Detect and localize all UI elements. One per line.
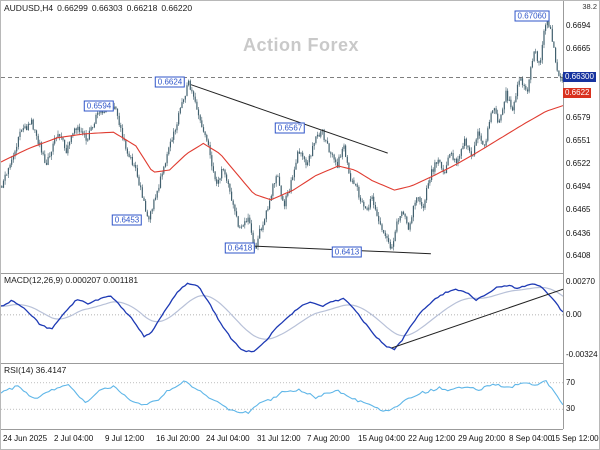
swing-price-tag[interactable]: 0.6567	[274, 122, 306, 134]
macd-pane[interactable]	[1, 273, 563, 363]
macd-axis-label[interactable]: 0.00	[566, 309, 582, 319]
moving-average-line[interactable]	[1, 105, 563, 201]
macd-indicator-label: MACD(12,26,9) 0.000207 0.001181	[4, 275, 139, 285]
macd-axis-label[interactable]: -0.00324	[566, 349, 598, 359]
price-axis-label[interactable]: 0.6694	[566, 20, 591, 30]
price-axis-label[interactable]: 0.6408	[566, 251, 591, 261]
pane-separator-macd[interactable]	[1, 273, 563, 274]
swing-price-tag[interactable]: 0.6413	[331, 246, 363, 258]
time-axis-label[interactable]: 22 Aug 12:00	[408, 434, 456, 443]
price-pane[interactable]	[1, 1, 563, 273]
watermark: Action Forex	[242, 35, 360, 55]
swing-price-tag[interactable]: 0.6594	[83, 100, 115, 112]
price-axis-label[interactable]: 0.6665	[566, 44, 591, 54]
time-axis-label[interactable]: 15 Aug 04:00	[358, 434, 406, 443]
price-axis-label[interactable]: 0.6522	[566, 159, 591, 169]
price-axis-separator	[563, 1, 564, 429]
time-axis-label[interactable]: 7 Aug 20:00	[307, 434, 350, 443]
time-axis-label[interactable]: 16 Jul 20:00	[156, 434, 200, 443]
price-axis-label[interactable]: 0.6465	[566, 205, 591, 215]
symbol-label: AUDUSD,H4	[4, 3, 54, 13]
trendline[interactable]	[190, 84, 388, 154]
macd-main-line	[1, 282, 563, 353]
time-axis-label[interactable]: 31 Jul 12:00	[257, 434, 301, 443]
rsi-line	[1, 379, 563, 415]
rsi-axis-label[interactable]: 70	[566, 377, 575, 387]
time-axis-label[interactable]: 29 Aug 20:00	[458, 434, 506, 443]
price-axis-label[interactable]: 0.6551	[566, 136, 591, 146]
swing-price-tag[interactable]: 0.6624	[154, 76, 186, 88]
rsi-indicator-label: RSI(14) 36.4147	[4, 365, 67, 375]
time-axis-label[interactable]: 8 Sep 04:00	[509, 434, 553, 443]
high-value: 0.66303	[91, 3, 123, 13]
chart-header: AUDUSD,H4 0.66299 0.66303 0.66218 0.66220	[4, 3, 196, 13]
close-value: 0.66220	[161, 3, 193, 13]
price-axis-label[interactable]: 0.6579	[566, 113, 591, 123]
low-value: 0.66218	[126, 3, 158, 13]
price-axis-label[interactable]: 0.6494	[566, 181, 591, 191]
macd-trendline[interactable]	[391, 288, 563, 349]
time-axis-label[interactable]: 24 Jul 04:00	[206, 434, 250, 443]
swing-price-tag[interactable]: 0.6418	[224, 242, 256, 254]
macd-axis-label[interactable]: 0.00270	[566, 276, 595, 286]
time-axis-label[interactable]: 24 Jun 2025	[3, 434, 48, 443]
corner-value: 38.2	[582, 2, 597, 11]
swing-price-tag[interactable]: 0.6453	[111, 214, 143, 226]
open-value: 0.66299	[57, 3, 88, 13]
swing-price-tag[interactable]: 0.67060	[514, 10, 550, 22]
time-axis-separator	[1, 429, 563, 430]
rsi-axis-label[interactable]: 30	[566, 404, 575, 414]
rsi-pane[interactable]	[1, 363, 563, 429]
bid-price-box: 0.66300	[563, 72, 596, 83]
time-axis-label[interactable]: 2 Jul 04:00	[54, 434, 94, 443]
price-axis-label[interactable]: 0.6436	[566, 228, 591, 238]
candle-bodies	[1, 17, 563, 249]
time-axis-label[interactable]: 9 Jul 12:00	[105, 434, 145, 443]
time-axis-label[interactable]: 15 Sep 12:00	[551, 434, 599, 443]
ask-price-box: 0.6622	[563, 87, 592, 98]
macd-signal-line	[1, 286, 563, 340]
pane-separator-rsi[interactable]	[1, 363, 563, 364]
